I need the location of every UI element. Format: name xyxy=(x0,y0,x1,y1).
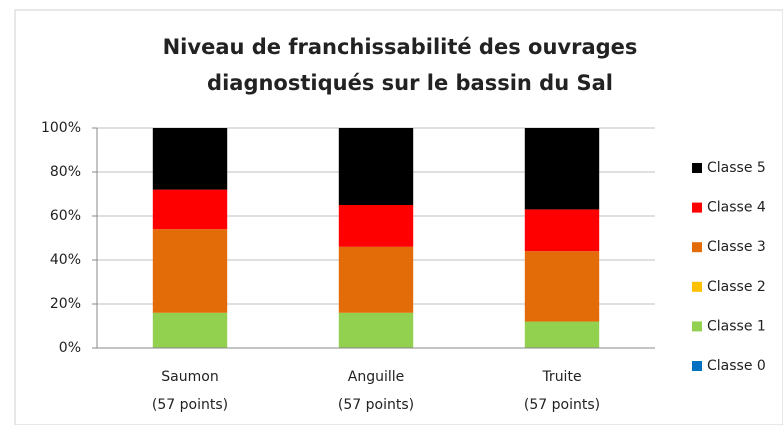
legend-label: Classe 2 xyxy=(707,279,766,295)
legend-label: Classe 5 xyxy=(707,160,766,176)
x-tick-label: Truite xyxy=(541,369,581,385)
bar-segment xyxy=(152,229,228,313)
x-tick-label: Saumon xyxy=(161,369,218,385)
x-tick-note: (57 points) xyxy=(338,397,414,413)
legend-label: Classe 0 xyxy=(707,358,766,374)
y-tick-label: 40% xyxy=(50,252,81,268)
x-tick-note: (57 points) xyxy=(152,397,228,413)
legend-label: Classe 1 xyxy=(707,318,766,334)
bar-segment xyxy=(524,128,600,210)
y-tick-label: 0% xyxy=(59,340,81,356)
chart-title: Niveau de franchissabilité des ouvrages xyxy=(163,35,638,59)
bar-segment xyxy=(524,251,600,322)
y-tick-label: 20% xyxy=(50,296,81,312)
chart-title: diagnostiqués sur le bassin du Sal xyxy=(207,71,613,95)
bar-segment xyxy=(152,312,228,348)
bar-segment xyxy=(152,128,228,190)
legend-swatch xyxy=(692,361,702,371)
legend-swatch xyxy=(692,242,702,253)
bar-segment xyxy=(152,189,228,230)
bar-segment xyxy=(524,209,600,252)
bar-segment xyxy=(338,312,414,348)
legend-swatch xyxy=(692,163,702,173)
y-tick-label: 100% xyxy=(41,120,81,136)
y-tick-label: 80% xyxy=(50,164,81,180)
legend-swatch xyxy=(692,321,702,332)
bar-segment xyxy=(338,246,414,313)
x-tick-note: (57 points) xyxy=(524,397,600,413)
legend-swatch xyxy=(692,202,702,213)
bar-segment xyxy=(338,205,414,247)
legend-swatch xyxy=(692,281,702,292)
y-tick-label: 60% xyxy=(50,208,81,224)
legend-label: Classe 3 xyxy=(707,239,766,255)
bar-segment xyxy=(524,321,600,348)
bar-segment xyxy=(338,128,414,205)
legend-label: Classe 4 xyxy=(707,200,766,216)
x-tick-label: Anguille xyxy=(348,369,405,385)
